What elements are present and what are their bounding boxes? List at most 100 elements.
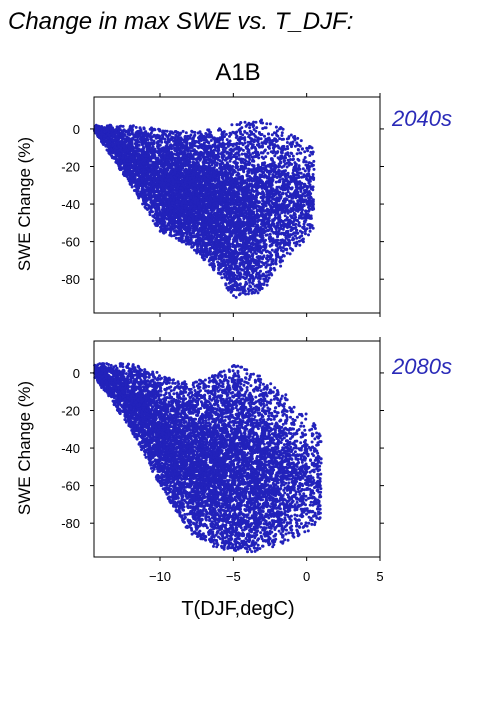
scatter-point xyxy=(267,175,271,179)
scatter-point xyxy=(134,125,138,129)
scatter-point xyxy=(144,130,148,134)
scatter-point xyxy=(184,131,188,135)
scatter-point xyxy=(238,251,242,255)
scatter-point xyxy=(298,235,302,239)
scatter-point xyxy=(297,158,301,162)
scatter-point xyxy=(274,188,278,192)
scatter-point xyxy=(240,152,244,156)
scatter-point xyxy=(265,122,269,126)
scatter-point xyxy=(235,274,239,278)
scatter-point xyxy=(302,222,306,226)
scatter-point xyxy=(298,243,302,247)
scatter-point xyxy=(270,248,274,252)
scatter-point xyxy=(291,248,295,252)
figure-title: Change in max SWE vs. T_DJF: xyxy=(8,8,353,35)
scatter-point xyxy=(205,147,209,151)
scatter-point xyxy=(204,132,208,135)
scatter-point xyxy=(254,120,258,124)
scatter-point xyxy=(232,271,236,275)
scatter-point xyxy=(303,232,307,236)
scatter-point xyxy=(267,276,271,280)
scatter-point xyxy=(259,264,263,268)
scatter-point xyxy=(151,219,155,223)
scatter-point xyxy=(228,139,232,143)
scatter-point xyxy=(259,269,262,273)
scatter-point xyxy=(299,151,303,155)
scatter-point xyxy=(271,146,275,150)
scatter-point xyxy=(268,232,272,236)
scenario-label: A1B xyxy=(215,59,260,86)
scatter-point xyxy=(308,229,312,233)
scatter-point xyxy=(224,132,228,136)
scatter-points-2040s xyxy=(93,118,316,299)
scatter-point xyxy=(185,174,189,178)
scatter-point xyxy=(243,120,247,124)
scatter-point xyxy=(232,294,236,298)
scatter-point xyxy=(306,149,310,153)
scatter-point xyxy=(286,211,290,215)
scatter-point xyxy=(285,251,289,255)
scatter-point xyxy=(188,135,192,139)
scatter-point xyxy=(262,239,266,243)
scatter-point xyxy=(224,283,228,287)
scatter-point xyxy=(194,140,198,143)
scatter-point xyxy=(203,257,207,261)
scatter-point xyxy=(272,205,276,208)
scatter-point xyxy=(274,262,278,266)
scatter-point xyxy=(190,234,194,238)
scatter-point xyxy=(298,214,302,218)
scatter-point xyxy=(245,131,249,135)
scatter-point xyxy=(230,123,234,127)
scatter-point xyxy=(290,145,293,149)
scatter-point xyxy=(268,122,272,126)
scatter-point xyxy=(299,139,303,143)
scatter-point xyxy=(192,134,196,138)
period-label-2040s: 2040s xyxy=(391,106,452,131)
scatter-panel-2040s: 2040s SWE Change (%) 0-20-40-60-80 xyxy=(15,93,452,317)
scatter-point xyxy=(248,133,252,137)
scatter-point xyxy=(270,260,274,264)
scatter-point xyxy=(274,180,278,184)
scatter-point xyxy=(277,168,281,172)
scatter-point xyxy=(296,136,300,140)
scatter-point xyxy=(240,268,244,272)
scatter-point xyxy=(225,138,229,142)
scatter-point xyxy=(238,292,242,296)
scatter-point xyxy=(310,224,314,228)
scatter-point xyxy=(246,292,250,296)
scatter-point xyxy=(279,248,283,252)
scatter-point xyxy=(288,252,292,256)
scatter-point xyxy=(110,155,114,159)
scatter-point xyxy=(248,126,252,130)
scatter-point xyxy=(243,277,247,281)
scatter-point xyxy=(254,129,258,133)
scatter-point xyxy=(270,157,274,161)
y-axis-label-2040s: SWE Change (%) xyxy=(15,137,34,271)
scatter-point xyxy=(137,173,141,177)
scatter-point xyxy=(208,248,212,252)
scatter-point xyxy=(290,152,294,155)
scatter-point xyxy=(248,284,252,288)
scatter-point xyxy=(279,264,283,268)
scatter-point xyxy=(297,164,301,168)
scatter-point xyxy=(199,252,202,256)
scatter-point xyxy=(237,128,241,132)
scatter-point xyxy=(280,131,284,135)
scatter-point xyxy=(255,126,259,130)
scatter-point xyxy=(149,136,153,140)
scatter-point xyxy=(231,165,235,168)
scatter-point xyxy=(267,132,270,136)
scatter-point xyxy=(263,134,266,138)
scatter-point xyxy=(288,154,291,158)
scatter-point xyxy=(279,227,283,231)
scatter-point xyxy=(250,145,254,149)
scatter-point xyxy=(256,291,260,295)
scatter-point xyxy=(217,226,221,230)
scatter-point xyxy=(289,229,293,233)
scatter-point xyxy=(273,154,277,158)
scatter-point xyxy=(301,225,305,229)
scatter-point xyxy=(285,141,289,144)
scatter-point xyxy=(270,133,274,137)
scatter-point xyxy=(265,283,269,287)
